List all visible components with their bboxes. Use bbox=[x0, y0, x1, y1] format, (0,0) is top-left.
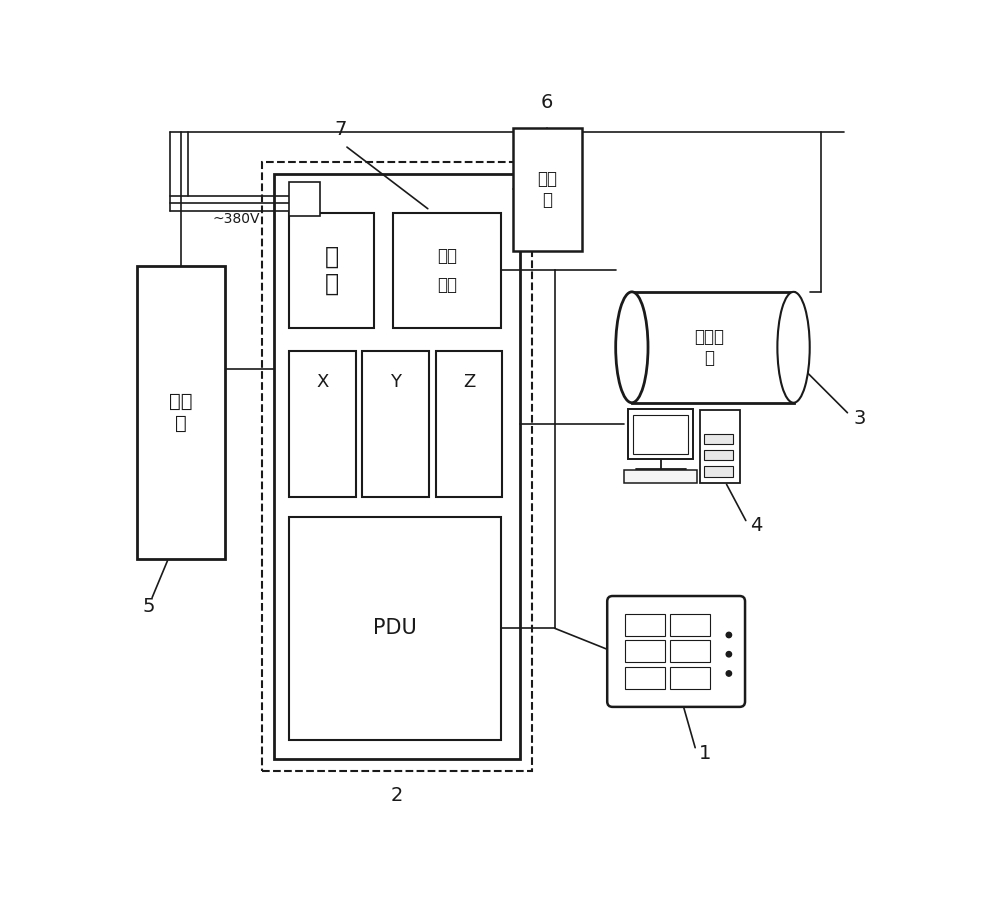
Bar bbox=[670, 641, 710, 662]
Bar bbox=[289, 182, 320, 216]
Bar bbox=[704, 450, 733, 461]
Bar bbox=[704, 433, 733, 444]
Text: X: X bbox=[317, 373, 329, 391]
FancyBboxPatch shape bbox=[607, 596, 745, 707]
Bar bbox=[625, 667, 665, 690]
Text: 7: 7 bbox=[335, 120, 347, 139]
Bar bbox=[625, 641, 665, 662]
Text: 控制
机箱: 控制 机箱 bbox=[437, 247, 457, 294]
Bar bbox=[274, 174, 520, 759]
Bar bbox=[670, 667, 710, 690]
Bar bbox=[512, 128, 582, 251]
Bar bbox=[633, 415, 688, 453]
Ellipse shape bbox=[616, 291, 648, 403]
Ellipse shape bbox=[777, 291, 810, 403]
Bar bbox=[670, 614, 710, 636]
Circle shape bbox=[726, 633, 732, 638]
Bar bbox=[289, 351, 356, 498]
Bar bbox=[628, 409, 693, 459]
Text: PDU: PDU bbox=[373, 618, 417, 638]
Bar bbox=[625, 614, 665, 636]
Bar bbox=[436, 351, 502, 498]
Text: 水冷
机: 水冷 机 bbox=[169, 392, 193, 433]
Text: Y: Y bbox=[390, 373, 401, 391]
Text: 滤波
板: 滤波 板 bbox=[537, 170, 557, 209]
Text: 6: 6 bbox=[541, 93, 553, 112]
Text: 4: 4 bbox=[750, 517, 762, 536]
Circle shape bbox=[726, 652, 732, 657]
Bar bbox=[262, 163, 532, 771]
Bar bbox=[289, 517, 501, 740]
Bar bbox=[393, 213, 501, 328]
Text: Z: Z bbox=[463, 373, 475, 391]
Text: 梯度线
圈: 梯度线 圈 bbox=[694, 328, 724, 367]
Bar bbox=[700, 410, 740, 483]
Bar bbox=[362, 351, 429, 498]
Text: 5: 5 bbox=[142, 597, 155, 616]
Circle shape bbox=[726, 671, 732, 676]
Bar bbox=[632, 291, 794, 403]
Text: ~380V: ~380V bbox=[212, 212, 260, 225]
Bar bbox=[289, 213, 374, 328]
Text: 开
关: 开 关 bbox=[324, 244, 339, 296]
Bar bbox=[137, 266, 225, 559]
Bar bbox=[624, 471, 697, 483]
Bar bbox=[704, 466, 733, 477]
Text: 3: 3 bbox=[854, 409, 866, 428]
Text: 1: 1 bbox=[699, 744, 711, 763]
Text: 2: 2 bbox=[391, 786, 403, 805]
